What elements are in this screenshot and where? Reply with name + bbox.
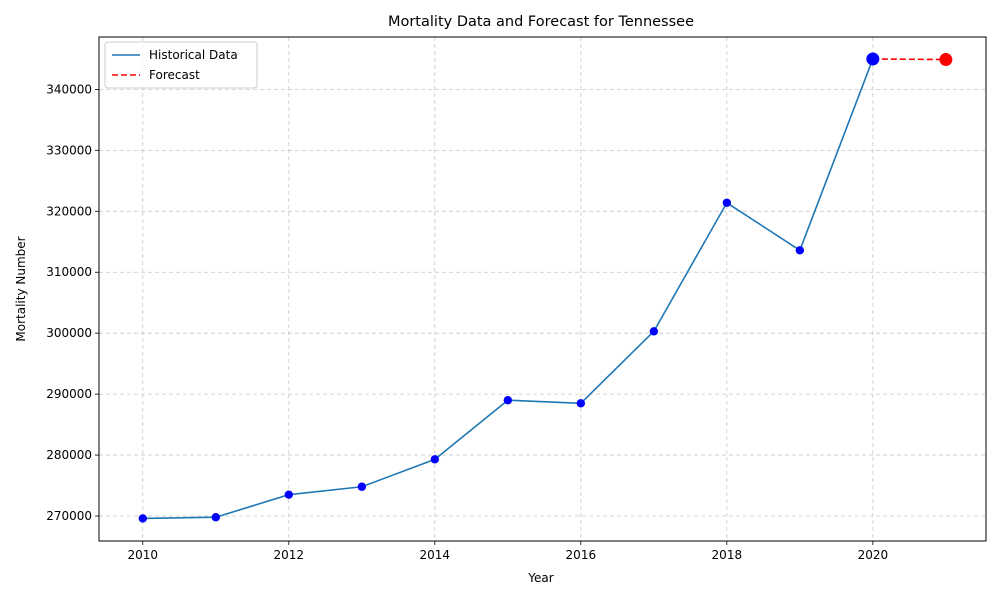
historical-data-point (211, 513, 221, 522)
historical-data-point (284, 490, 294, 499)
legend-box (104, 41, 258, 89)
y-tick-label: 320000 (46, 204, 92, 218)
y-tick-label: 270000 (46, 509, 92, 523)
historical-data-point (503, 396, 513, 405)
y-tick-label: 300000 (46, 326, 92, 340)
historical-data-point (649, 327, 659, 336)
plot-frame (98, 36, 987, 542)
x-tick-label: 2010 (128, 548, 159, 562)
x-tick-label: 2014 (420, 548, 451, 562)
y-tick-label: 340000 (46, 82, 92, 96)
marker-layer (138, 52, 953, 523)
historical-data-point (138, 514, 148, 523)
forecast-point (939, 53, 953, 67)
forecast-line (872, 58, 946, 61)
y-tick-label: 330000 (46, 143, 92, 157)
x-tick-label: 2016 (566, 548, 597, 562)
legend: Historical Data Forecast (104, 41, 258, 89)
last-actual-point (866, 52, 880, 66)
historical-data-point (795, 246, 805, 255)
y-axis: 270000 280000 290000 300000 310000 320000 3300… (46, 82, 99, 523)
y-axis-title: Mortality Number (14, 236, 28, 341)
legend-historical-label: Historical Data (149, 48, 238, 62)
historical-data-point (576, 399, 586, 408)
x-tick-label: 2012 (274, 548, 305, 562)
legend-forecast-label: Forecast (149, 68, 200, 82)
historical-data-point (357, 482, 367, 491)
historical-data-point (430, 455, 440, 464)
x-tick-label: 2018 (712, 548, 743, 562)
grid-layer (99, 37, 986, 541)
historical-data-point (722, 198, 732, 207)
x-axis-title: Year (527, 571, 553, 585)
x-tick-label: 2020 (858, 548, 889, 562)
x-axis: 2010 2012 2014 2016 2018 2020 (128, 541, 889, 562)
y-tick-label: 310000 (46, 265, 92, 279)
chart-title: Mortality Data and Forecast for Tennesse… (388, 14, 694, 30)
y-tick-label: 290000 (46, 387, 92, 401)
y-tick-label: 280000 (46, 448, 92, 462)
